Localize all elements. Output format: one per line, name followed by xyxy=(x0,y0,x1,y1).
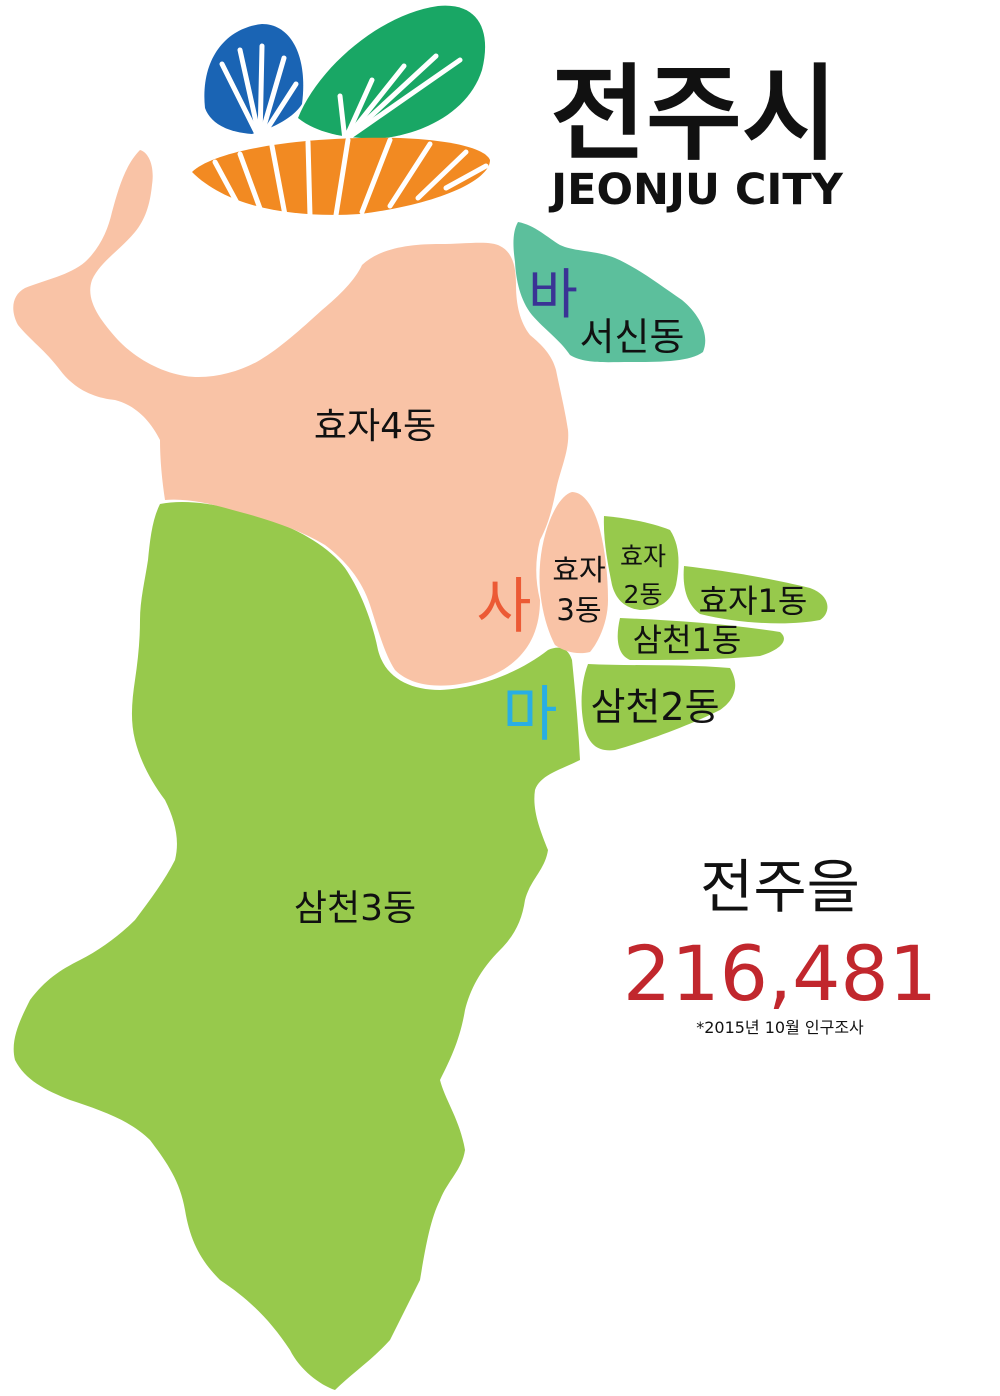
logo-blue-leaf xyxy=(204,24,304,134)
population-value: 216,481 xyxy=(622,929,938,1018)
label-samcheon2: 삼천2동 xyxy=(590,685,719,729)
label-hyoja3-line2: 3동 xyxy=(556,593,601,627)
region-hyoja1[interactable] xyxy=(683,566,828,624)
region-hyoja4[interactable] xyxy=(13,150,569,686)
label-samcheon1: 삼천1동 xyxy=(633,621,742,659)
label-samcheon3: 삼천3동 xyxy=(294,888,416,929)
region-samcheon1[interactable] xyxy=(617,618,784,660)
label-hyoja3-line1: 효자 xyxy=(552,553,605,587)
logo-title-korean: 전주시 xyxy=(550,53,837,175)
logo-title-english: JEONJU CITY xyxy=(548,165,844,215)
jeonju-logo-emblem xyxy=(192,5,490,219)
region-hyoja2[interactable] xyxy=(603,516,679,610)
marker-ba: 바 xyxy=(528,263,578,326)
census-note: *2015년 10월 인구조사 xyxy=(696,1018,864,1037)
region-hyoja3[interactable] xyxy=(539,492,608,654)
label-hyoja2-line2: 2동 xyxy=(624,580,663,609)
marker-ma: 마 xyxy=(502,680,557,750)
label-hyoja1: 효자1동 xyxy=(699,582,808,620)
electoral-district-name: 전주을 xyxy=(699,853,861,921)
logo-green-leaf xyxy=(298,5,486,139)
region-samcheon3[interactable] xyxy=(13,501,581,1390)
marker-sa: 사 xyxy=(476,572,531,642)
region-samcheon2[interactable] xyxy=(581,664,736,751)
region-seosin[interactable] xyxy=(513,222,706,363)
label-hyoja4: 효자4동 xyxy=(314,406,436,447)
label-seosin: 서신동 xyxy=(580,315,685,359)
label-hyoja2-line1: 효자 xyxy=(620,542,666,571)
